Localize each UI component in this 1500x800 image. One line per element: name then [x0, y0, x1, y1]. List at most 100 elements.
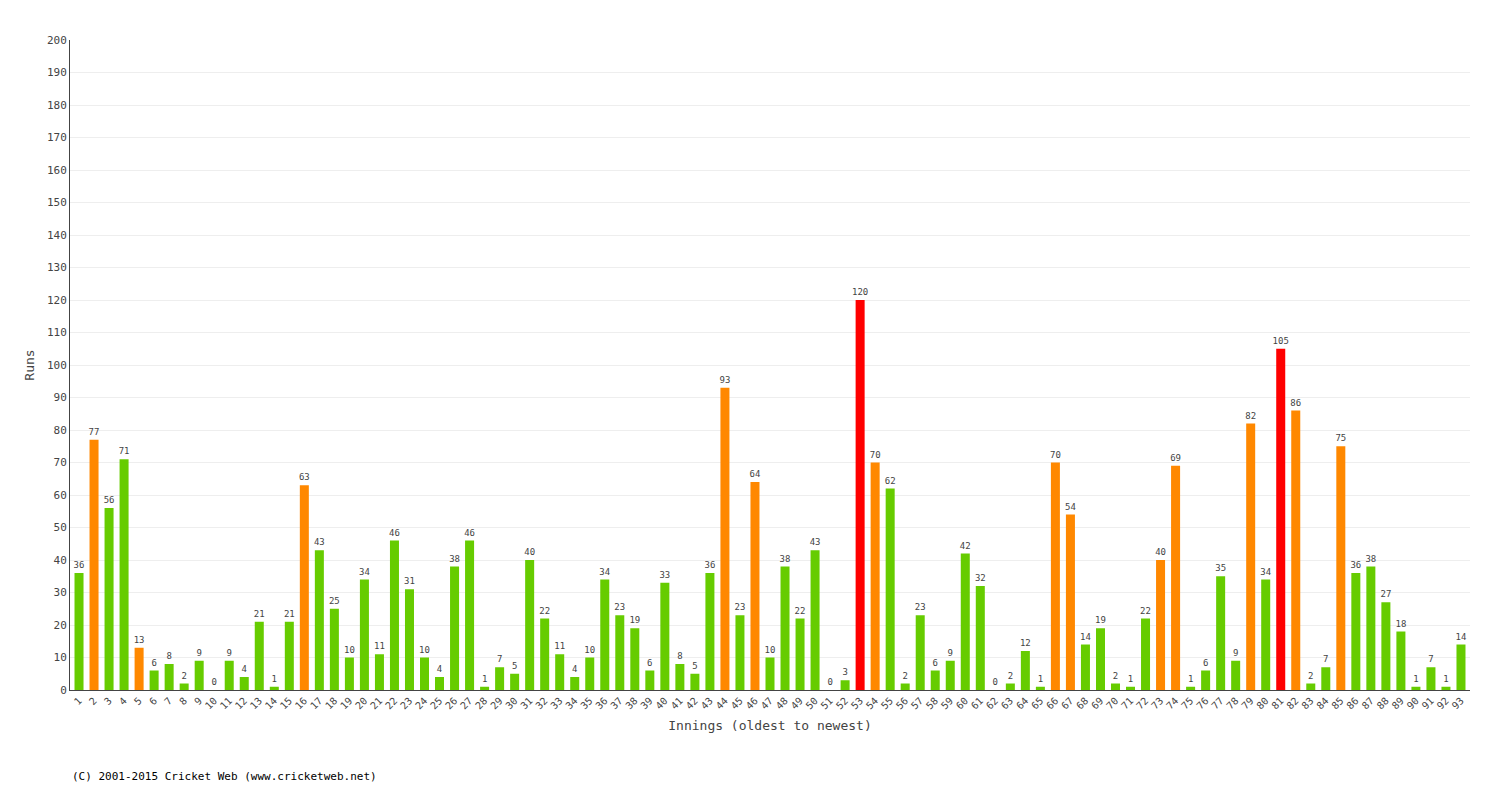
svg-text:9: 9 [192, 695, 204, 707]
svg-text:55: 55 [879, 695, 895, 711]
svg-text:38: 38 [623, 695, 639, 711]
svg-text:31: 31 [404, 576, 415, 586]
svg-text:1: 1 [1038, 674, 1043, 684]
svg-text:75: 75 [1335, 433, 1346, 443]
svg-text:90: 90 [1405, 695, 1421, 711]
svg-text:78: 78 [1224, 695, 1240, 711]
svg-text:57: 57 [909, 695, 925, 711]
svg-text:110: 110 [47, 326, 67, 339]
svg-text:1: 1 [482, 674, 487, 684]
svg-text:71: 71 [1119, 695, 1135, 711]
svg-text:80: 80 [1254, 695, 1270, 711]
svg-text:60: 60 [954, 695, 970, 711]
svg-text:180: 180 [47, 99, 67, 112]
svg-text:38: 38 [780, 554, 791, 564]
svg-text:81: 81 [1269, 695, 1285, 711]
svg-text:70: 70 [870, 450, 881, 460]
svg-text:1: 1 [272, 674, 277, 684]
svg-text:77: 77 [89, 427, 100, 437]
svg-text:23: 23 [398, 695, 414, 711]
svg-text:190: 190 [47, 66, 67, 79]
svg-text:29: 29 [488, 695, 504, 711]
svg-text:20: 20 [353, 695, 369, 711]
svg-text:4: 4 [242, 664, 247, 674]
svg-text:62: 62 [885, 476, 896, 486]
svg-text:2: 2 [1008, 671, 1013, 681]
svg-text:77: 77 [1209, 695, 1225, 711]
svg-text:86: 86 [1290, 398, 1301, 408]
svg-text:Runs: Runs [22, 349, 37, 380]
svg-text:1: 1 [1413, 674, 1418, 684]
svg-text:4: 4 [117, 695, 129, 707]
svg-text:3: 3 [842, 667, 847, 677]
svg-text:38: 38 [449, 554, 460, 564]
svg-text:23: 23 [915, 602, 926, 612]
svg-text:75: 75 [1179, 695, 1195, 711]
svg-text:70: 70 [54, 456, 67, 469]
svg-text:87: 87 [1360, 695, 1376, 711]
svg-text:32: 32 [533, 695, 549, 711]
svg-text:100: 100 [47, 359, 67, 372]
svg-text:43: 43 [699, 695, 715, 711]
svg-text:38: 38 [1365, 554, 1376, 564]
svg-text:28: 28 [473, 695, 489, 711]
svg-text:71: 71 [119, 446, 130, 456]
svg-text:33: 33 [659, 570, 670, 580]
svg-text:11: 11 [218, 695, 234, 711]
svg-text:63: 63 [299, 472, 310, 482]
svg-text:5: 5 [132, 695, 144, 707]
svg-text:66: 66 [1044, 695, 1060, 711]
svg-text:33: 33 [548, 695, 564, 711]
svg-text:5: 5 [512, 661, 517, 671]
svg-text:72: 72 [1134, 695, 1150, 711]
svg-text:35: 35 [1215, 563, 1226, 573]
svg-text:10: 10 [203, 695, 219, 711]
svg-text:35: 35 [578, 695, 594, 711]
svg-text:7: 7 [162, 695, 174, 707]
svg-text:170: 170 [47, 131, 67, 144]
svg-text:30: 30 [54, 586, 67, 599]
svg-text:54: 54 [864, 695, 880, 711]
svg-text:40: 40 [654, 695, 670, 711]
svg-text:27: 27 [458, 695, 474, 711]
svg-text:10: 10 [584, 645, 595, 655]
svg-text:53: 53 [849, 695, 865, 711]
svg-text:Innings (oldest to newest): Innings (oldest to newest) [668, 718, 872, 733]
svg-text:86: 86 [1344, 695, 1360, 711]
svg-text:3: 3 [102, 695, 114, 707]
svg-text:83: 83 [1299, 695, 1315, 711]
svg-text:36: 36 [593, 695, 609, 711]
svg-text:56: 56 [894, 695, 910, 711]
svg-text:5: 5 [692, 661, 697, 671]
svg-text:8: 8 [166, 651, 171, 661]
svg-text:70: 70 [1050, 450, 1061, 460]
svg-text:9: 9 [948, 648, 953, 658]
svg-text:34: 34 [1260, 567, 1271, 577]
svg-text:62: 62 [984, 695, 1000, 711]
svg-text:6: 6 [1203, 658, 1208, 668]
svg-text:(C) 2001-2015 Cricket Web (www: (C) 2001-2015 Cricket Web (www.cricketwe… [72, 770, 377, 783]
svg-text:40: 40 [524, 547, 535, 557]
svg-text:49: 49 [789, 695, 805, 711]
svg-text:200: 200 [47, 34, 67, 47]
svg-text:23: 23 [735, 602, 746, 612]
svg-text:2: 2 [181, 671, 186, 681]
svg-text:6: 6 [151, 658, 156, 668]
svg-text:16: 16 [293, 695, 309, 711]
svg-text:44: 44 [714, 695, 730, 711]
svg-text:8: 8 [677, 651, 682, 661]
svg-text:105: 105 [1273, 336, 1289, 346]
svg-text:68: 68 [1074, 695, 1090, 711]
svg-text:60: 60 [54, 489, 67, 502]
svg-text:21: 21 [254, 609, 265, 619]
svg-text:8: 8 [177, 695, 189, 707]
svg-text:37: 37 [608, 695, 624, 711]
svg-text:56: 56 [104, 495, 115, 505]
svg-text:0: 0 [827, 677, 832, 687]
svg-text:90: 90 [54, 391, 67, 404]
svg-text:69: 69 [1089, 695, 1105, 711]
svg-text:9: 9 [1233, 648, 1238, 658]
svg-text:22: 22 [539, 606, 550, 616]
svg-text:13: 13 [248, 695, 264, 711]
svg-text:6: 6 [147, 695, 159, 707]
